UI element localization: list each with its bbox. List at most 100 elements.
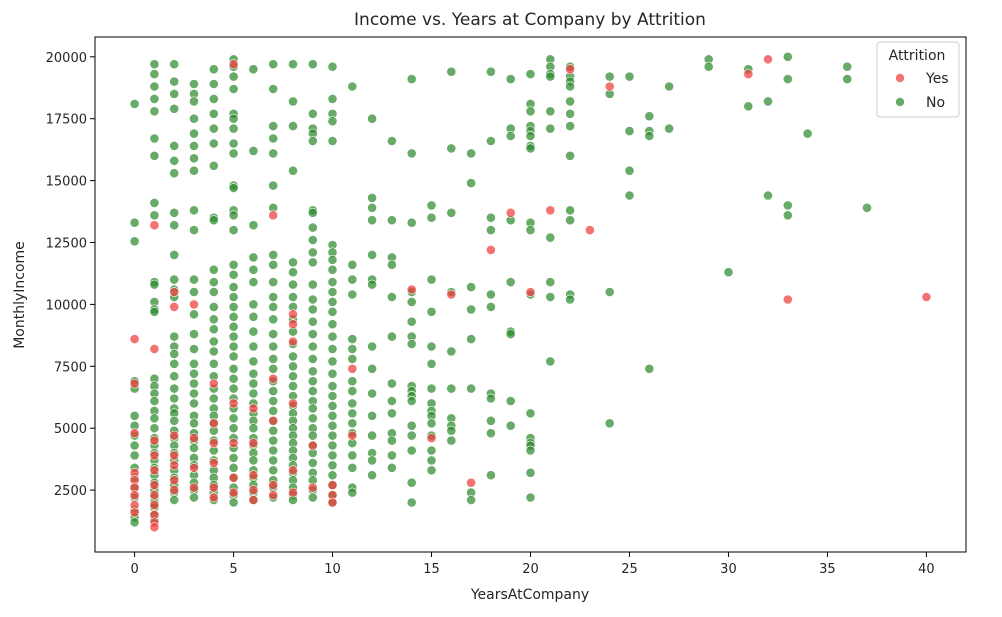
point-yes <box>288 336 298 347</box>
point-no <box>288 257 298 268</box>
point-no <box>248 299 259 310</box>
point-yes <box>248 470 259 481</box>
legend-marker-no <box>895 97 905 107</box>
legend-marker-yes <box>895 73 905 83</box>
point-no <box>208 160 219 171</box>
point-no <box>307 341 318 352</box>
point-no <box>485 136 496 146</box>
point-no <box>208 393 219 404</box>
point-yes <box>446 289 457 300</box>
point-no <box>525 69 536 79</box>
point-yes <box>149 220 160 231</box>
point-no <box>327 410 338 421</box>
point-no <box>189 165 199 176</box>
point-no <box>664 123 674 134</box>
point-no <box>169 220 180 231</box>
point-yes <box>347 363 358 374</box>
point-no <box>268 445 279 456</box>
point-no <box>347 81 358 92</box>
point-no <box>307 279 318 290</box>
point-no <box>347 274 358 285</box>
point-no <box>446 207 457 218</box>
point-no <box>327 356 338 367</box>
point-no <box>466 178 476 188</box>
y-tick-label: 15000 <box>46 175 87 190</box>
point-yes <box>208 378 219 389</box>
point-no <box>189 309 199 320</box>
point-no <box>347 487 358 498</box>
point-no <box>386 435 397 446</box>
point-no <box>426 358 437 369</box>
y-tick-label: 12500 <box>46 237 87 252</box>
point-no <box>248 341 259 352</box>
point-yes <box>169 475 180 486</box>
point-no <box>288 267 298 278</box>
point-no <box>466 495 476 505</box>
point-no <box>386 408 397 419</box>
point-no <box>367 215 377 226</box>
point-no <box>208 264 219 275</box>
point-no <box>268 386 279 396</box>
point-yes <box>129 334 140 344</box>
point-no <box>307 376 318 387</box>
point-no <box>307 403 318 414</box>
point-no <box>485 66 496 77</box>
point-yes <box>228 398 239 409</box>
point-yes <box>129 507 140 518</box>
point-no <box>347 353 358 364</box>
point-no <box>386 396 397 406</box>
point-no <box>565 205 575 216</box>
point-no <box>347 408 358 419</box>
point-yes <box>248 495 259 505</box>
point-no <box>149 59 160 70</box>
point-no <box>268 341 279 352</box>
point-yes <box>169 460 180 471</box>
point-no <box>604 71 615 82</box>
point-no <box>268 329 279 339</box>
point-no <box>268 121 279 131</box>
point-no <box>149 106 160 117</box>
point-no <box>169 103 180 114</box>
point-no <box>268 363 279 374</box>
point-yes <box>189 299 199 310</box>
point-no <box>347 398 358 409</box>
point-no <box>446 143 457 154</box>
point-no <box>228 383 239 394</box>
point-yes <box>228 487 239 498</box>
point-no <box>525 143 536 154</box>
point-no <box>208 215 219 226</box>
point-no <box>189 378 199 389</box>
point-no <box>624 190 635 201</box>
point-yes <box>208 457 219 468</box>
point-no <box>189 287 199 297</box>
point-no <box>208 108 219 119</box>
point-no <box>228 363 239 374</box>
point-no <box>307 222 318 233</box>
y-tick-label: 20000 <box>46 51 87 66</box>
point-no <box>406 217 417 228</box>
point-no <box>327 381 338 391</box>
point-no <box>228 292 239 302</box>
point-yes <box>426 433 437 443</box>
point-no <box>268 314 279 325</box>
point-no <box>228 269 239 280</box>
point-yes <box>268 415 279 426</box>
point-no <box>208 123 219 134</box>
point-no <box>248 378 259 389</box>
point-no <box>367 202 377 213</box>
point-no <box>228 341 239 352</box>
point-no <box>406 296 417 307</box>
point-no <box>189 492 199 503</box>
point-yes <box>307 440 318 451</box>
point-no <box>228 423 239 434</box>
point-no <box>862 202 872 213</box>
point-no <box>426 341 437 352</box>
point-no <box>485 415 496 426</box>
y-tick-label: 2500 <box>54 484 87 499</box>
x-tick-label: 10 <box>324 562 341 577</box>
point-no <box>208 64 219 75</box>
point-no <box>386 292 397 302</box>
point-yes <box>743 69 754 79</box>
point-no <box>347 376 358 387</box>
